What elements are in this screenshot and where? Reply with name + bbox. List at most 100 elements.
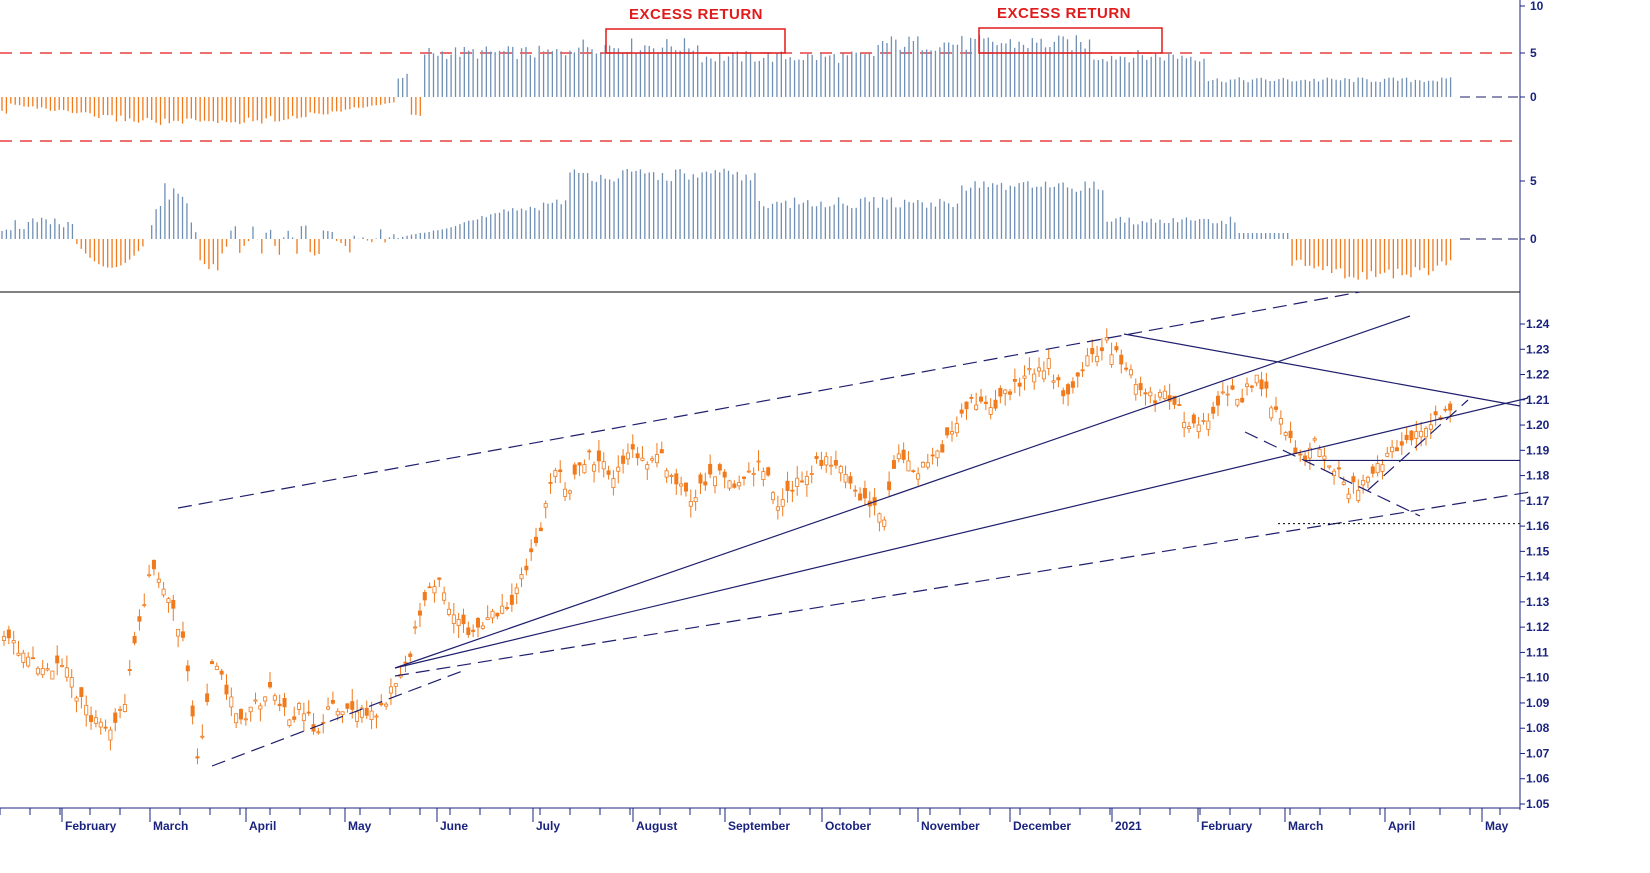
candle-body <box>1264 381 1269 389</box>
candle-body <box>1211 406 1216 414</box>
price-axis-tick-label: 1.09 <box>1526 696 1550 710</box>
candle-body <box>887 481 892 491</box>
candle-body <box>766 467 771 476</box>
candle-body <box>1322 455 1327 460</box>
dashed-channel-line <box>177 291 1361 509</box>
candle-body <box>974 404 979 410</box>
candle-body <box>1443 408 1448 411</box>
candle-body <box>437 577 442 580</box>
axis-layer: 10 5 0 5 0 1.24 1.23 1.22 1.21 1.20 1.19 1.18 1.17 1.… <box>0 0 1550 833</box>
candle-body <box>635 453 640 459</box>
trendline-layer <box>177 291 1531 767</box>
candle-body <box>253 699 258 702</box>
candle-body <box>364 707 369 716</box>
price-axis-tick-label: 1.07 <box>1526 746 1550 760</box>
candle-body <box>248 706 253 713</box>
candle-body <box>456 618 461 626</box>
candle-body <box>451 614 456 624</box>
candle-body <box>340 711 345 715</box>
candle-body <box>108 729 113 741</box>
candle-body <box>959 409 964 414</box>
candle-body <box>335 710 340 716</box>
candle-body <box>1259 379 1264 390</box>
candle-body <box>998 387 1003 397</box>
candle-body <box>790 489 795 492</box>
candle-body <box>1061 390 1066 397</box>
candle-body <box>93 717 98 724</box>
candle-body <box>272 695 277 701</box>
candle-body <box>1312 438 1317 441</box>
x-axis-month-label: March <box>153 819 188 833</box>
candle-body <box>1356 490 1361 501</box>
candle-body <box>1070 381 1075 388</box>
x-axis-month-label: June <box>440 819 468 833</box>
candle-body <box>316 731 321 734</box>
candle-body <box>471 629 476 632</box>
candle-body <box>1216 395 1221 406</box>
candle-body <box>592 464 597 472</box>
candle-body <box>6 629 11 639</box>
candle-body <box>727 480 732 489</box>
candle-body <box>350 701 355 710</box>
x-axis-month-label: November <box>921 819 980 833</box>
candle-body <box>1336 467 1341 470</box>
trendline <box>394 315 1411 669</box>
x-axis-month-label: October <box>825 819 871 833</box>
candle-body <box>563 488 568 497</box>
candle-body <box>1254 374 1259 384</box>
candle-body <box>785 480 790 491</box>
candle-body <box>1327 465 1332 468</box>
candle-body <box>1196 424 1201 433</box>
candle-body <box>171 599 176 609</box>
candle-body <box>737 482 742 487</box>
candle-body <box>1075 372 1080 377</box>
candle-body <box>688 501 693 507</box>
candle-body <box>432 586 437 594</box>
candle-body <box>862 487 867 499</box>
candle-body <box>906 460 911 472</box>
candle-body <box>567 490 572 494</box>
candle-body <box>843 473 848 483</box>
trendline <box>1123 333 1521 407</box>
candle-body <box>669 475 674 477</box>
candle-body <box>369 710 374 720</box>
candle-body <box>601 461 606 470</box>
price-axis-tick-label: 1.15 <box>1526 544 1550 558</box>
x-axis-month-label: August <box>636 819 677 833</box>
candle-body <box>500 605 505 614</box>
candle-body <box>355 711 360 722</box>
candle-body <box>122 704 127 712</box>
candle-body <box>1080 369 1085 372</box>
candle-body <box>722 471 727 478</box>
candle-body <box>1225 393 1230 396</box>
candle-body <box>408 653 413 658</box>
candle-body <box>519 574 524 580</box>
candle-body <box>277 703 282 707</box>
candle-body <box>60 665 65 667</box>
candle-body <box>234 713 239 724</box>
dashed-channel-line <box>1367 399 1469 491</box>
x-axis-month-label: February <box>1201 819 1253 833</box>
candle-body <box>761 471 766 480</box>
candle-body <box>582 464 587 474</box>
candle-body <box>819 459 824 466</box>
price-axis-tick-label: 1.17 <box>1526 494 1550 508</box>
price-axis-tick-label: 1.16 <box>1526 519 1550 533</box>
candle-body <box>833 460 838 466</box>
candle-body <box>330 700 335 704</box>
candle-body <box>64 667 69 678</box>
candle-body <box>176 628 181 637</box>
candle-body <box>954 423 959 434</box>
candle-body <box>858 493 863 501</box>
candle-body <box>804 476 809 486</box>
candle-body <box>1066 384 1071 395</box>
candle-body <box>417 610 422 616</box>
candle-body <box>756 460 761 463</box>
candle-body <box>1419 430 1424 438</box>
candle-body <box>1027 368 1032 371</box>
candle-body <box>606 470 611 475</box>
candle-body <box>219 670 224 675</box>
candle-body <box>490 610 495 619</box>
candle-body <box>195 756 200 759</box>
